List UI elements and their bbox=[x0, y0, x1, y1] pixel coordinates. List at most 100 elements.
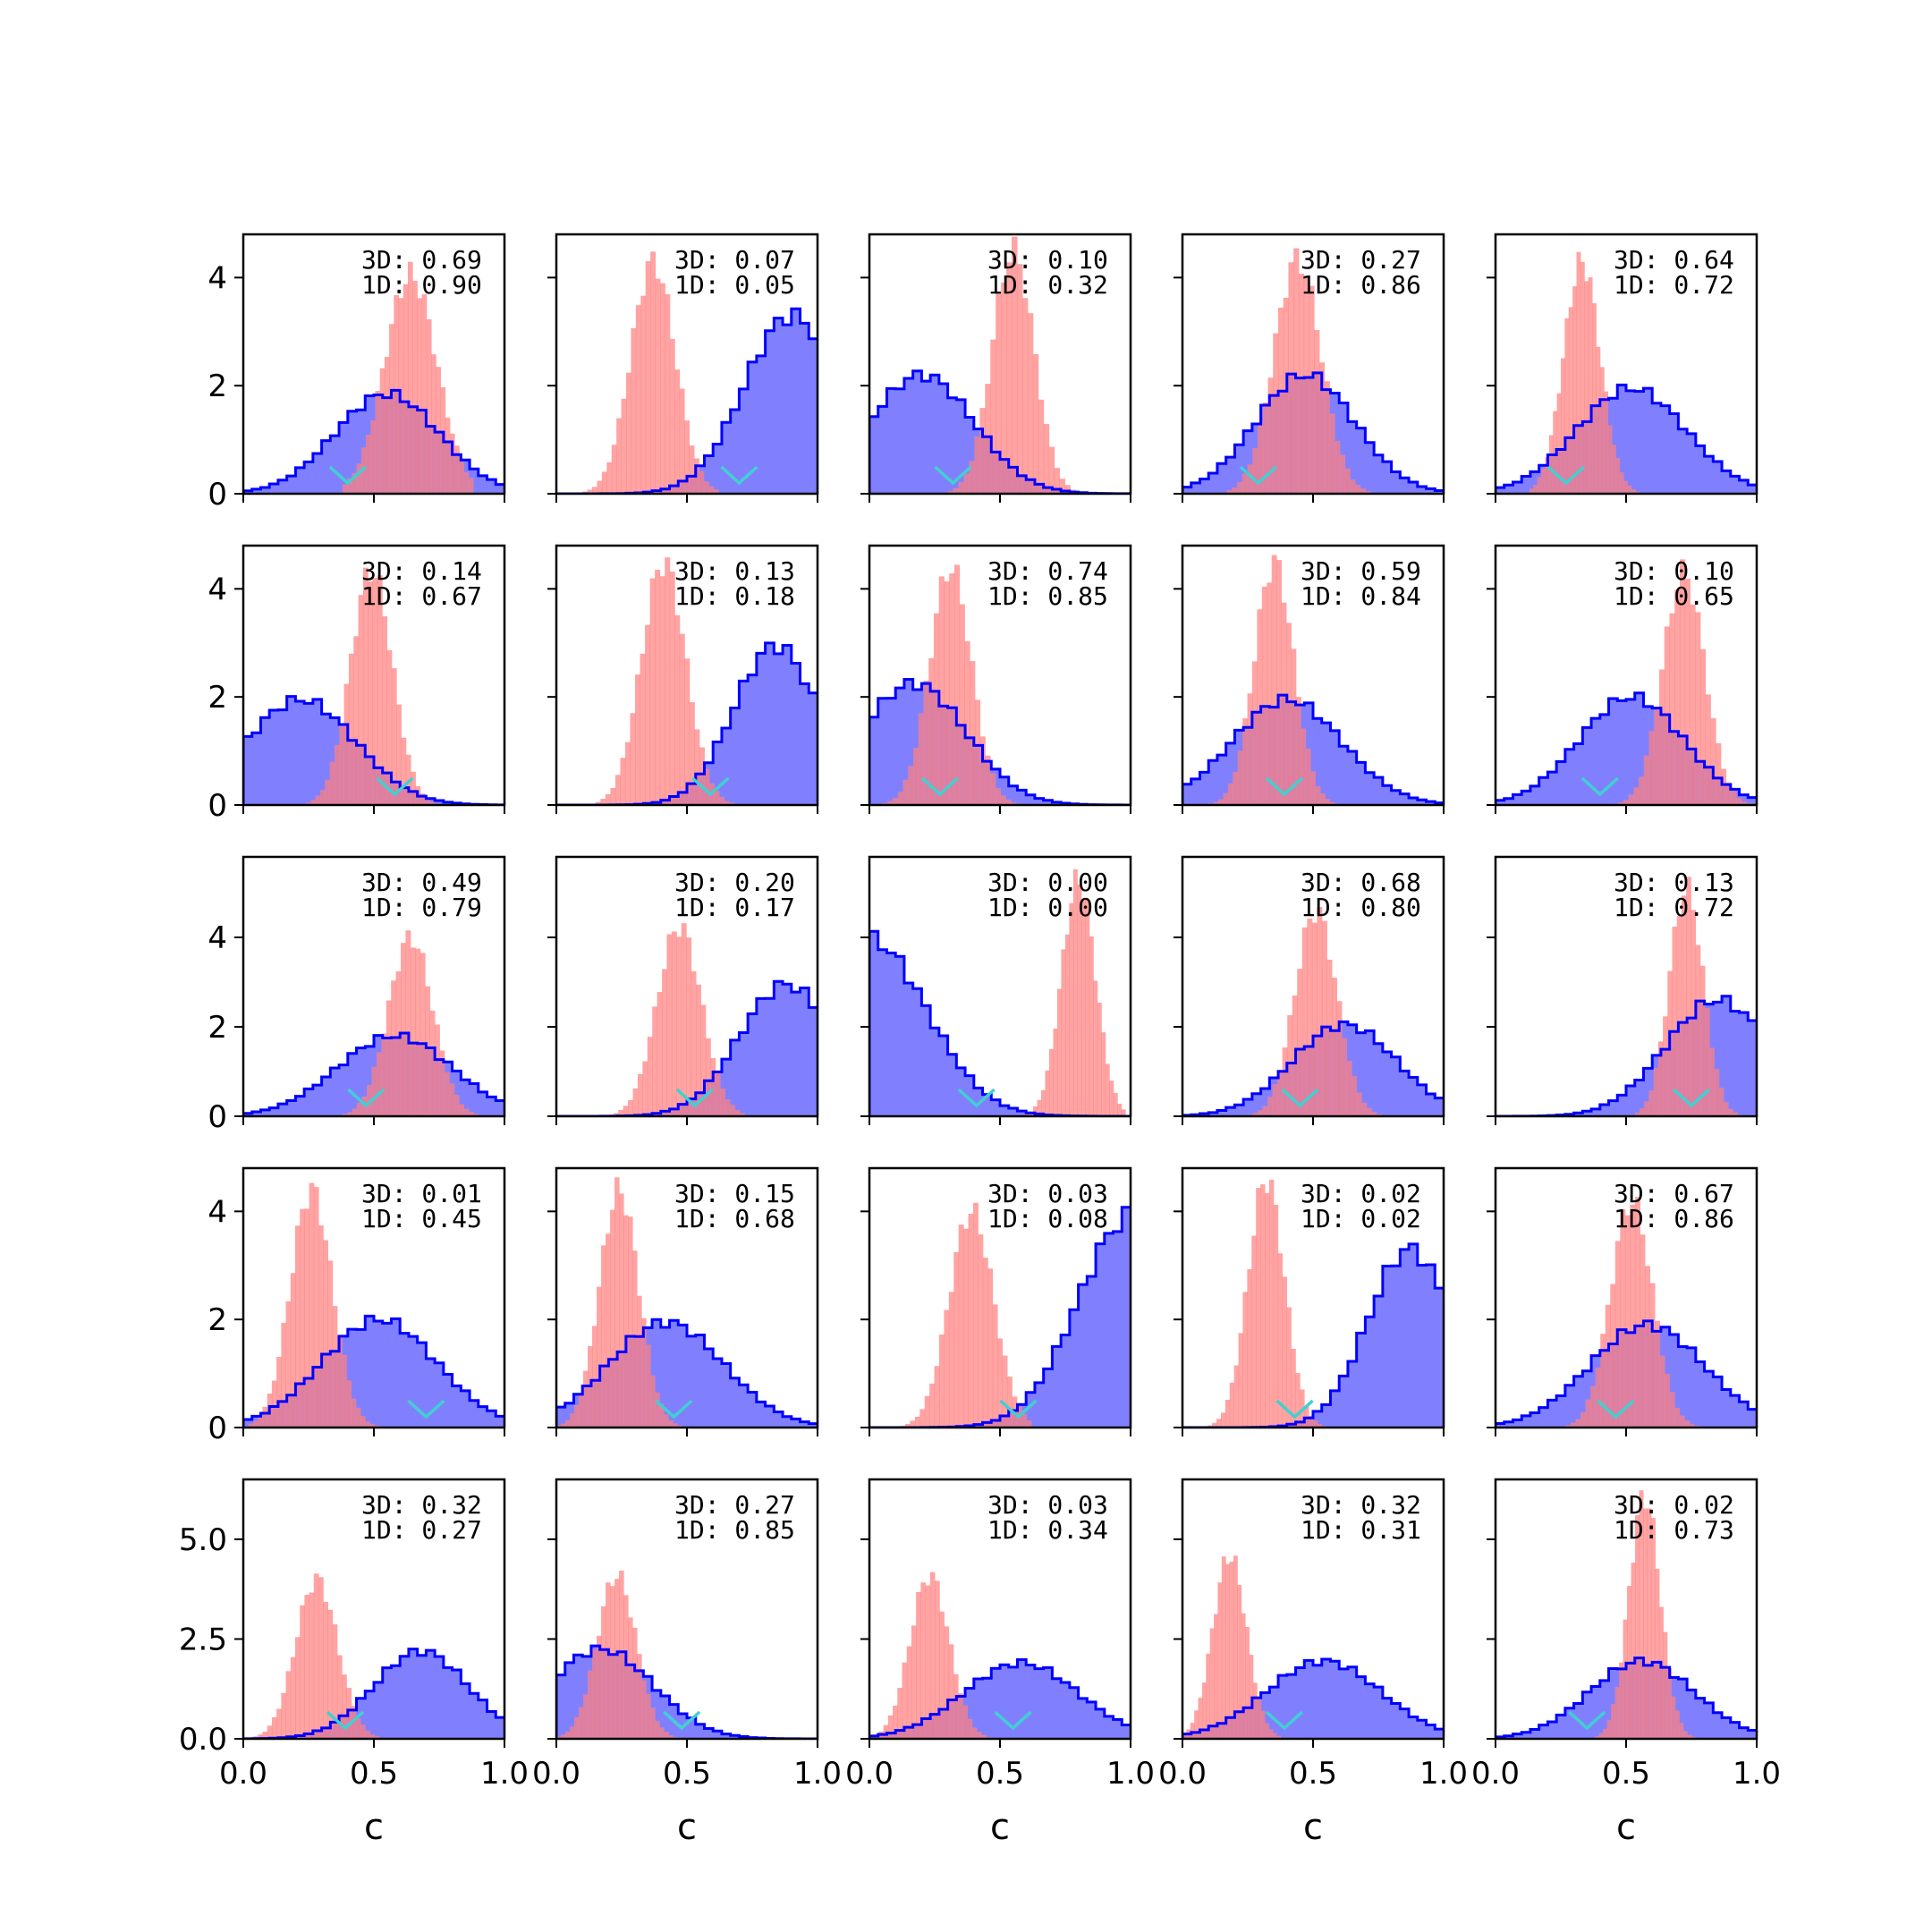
truth-marker bbox=[920, 776, 960, 797]
posterior-bar bbox=[407, 261, 413, 494]
posterior-bar bbox=[925, 1585, 931, 1739]
posterior-bar bbox=[605, 793, 611, 805]
annot-1d: 1D: 0.72 bbox=[1614, 270, 1734, 300]
posterior-bar bbox=[1331, 978, 1337, 1116]
posterior-bar bbox=[565, 1732, 571, 1739]
posterior-bar bbox=[681, 923, 687, 1116]
posterior-bar bbox=[959, 604, 965, 805]
posterior-bar bbox=[659, 1403, 665, 1428]
posterior-bar bbox=[689, 702, 695, 805]
plot-area bbox=[1182, 907, 1444, 1116]
posterior-bar bbox=[1101, 1032, 1106, 1116]
posterior-bar bbox=[375, 391, 381, 494]
posterior-bar bbox=[304, 1595, 310, 1739]
posterior-bar bbox=[1252, 661, 1258, 805]
posterior-bar bbox=[1223, 792, 1229, 805]
posterior-bar bbox=[1728, 1108, 1733, 1116]
posterior-bar bbox=[1282, 1276, 1287, 1428]
posterior-bar bbox=[1260, 1710, 1266, 1739]
posterior-bar bbox=[684, 420, 691, 494]
annot-1d: 1D: 0.67 bbox=[361, 581, 482, 611]
posterior-bar bbox=[949, 573, 955, 805]
posterior-bar bbox=[1268, 1729, 1274, 1739]
posterior-bar bbox=[920, 1582, 927, 1739]
annot-1d: 1D: 0.72 bbox=[1614, 893, 1734, 922]
prior-histogram-fill bbox=[556, 981, 818, 1116]
posterior-bar bbox=[657, 992, 663, 1116]
posterior-bar bbox=[276, 1708, 282, 1739]
posterior-bar bbox=[1093, 980, 1098, 1116]
posterior-bar bbox=[1298, 274, 1305, 494]
truth-marker bbox=[1597, 1399, 1635, 1419]
posterior-bar bbox=[1639, 1490, 1644, 1739]
posterior-bar bbox=[597, 1635, 602, 1739]
posterior-bar bbox=[1606, 1720, 1612, 1739]
annot-1d: 1D: 0.08 bbox=[987, 1204, 1108, 1233]
annot-1d: 1D: 0.84 bbox=[1301, 581, 1421, 611]
posterior-bar bbox=[1580, 261, 1585, 494]
posterior-bar bbox=[1655, 1568, 1660, 1739]
posterior-bar bbox=[415, 948, 421, 1116]
prior-histogram-outline bbox=[243, 388, 504, 494]
posterior-bar bbox=[916, 1591, 921, 1739]
posterior-bar bbox=[1225, 1563, 1231, 1739]
posterior-bar bbox=[704, 768, 710, 805]
posterior-bar bbox=[592, 487, 597, 494]
posterior-bar bbox=[1318, 362, 1326, 494]
posterior-bar bbox=[1635, 1515, 1640, 1739]
posterior-bar bbox=[1655, 1320, 1661, 1428]
posterior-bar bbox=[1233, 772, 1239, 805]
posterior-bar bbox=[944, 1626, 950, 1739]
posterior-bar bbox=[323, 1601, 328, 1739]
annot-1d: 1D: 0.68 bbox=[674, 1204, 795, 1233]
posterior-bar bbox=[1000, 795, 1006, 805]
annot-1d: 1D: 0.79 bbox=[361, 893, 482, 922]
annot-1d: 1D: 0.65 bbox=[1614, 581, 1734, 611]
posterior-bar bbox=[579, 1707, 584, 1739]
posterior-bar bbox=[386, 1000, 392, 1116]
posterior-bar bbox=[595, 801, 601, 805]
posterior-bar bbox=[1220, 1412, 1226, 1428]
posterior-bar bbox=[1548, 435, 1554, 494]
posterior-bar bbox=[570, 1413, 575, 1428]
posterior-bar bbox=[1361, 1102, 1368, 1116]
posterior-bar bbox=[1603, 1729, 1608, 1739]
posterior-bar bbox=[1006, 262, 1013, 494]
posterior-bar bbox=[911, 1625, 917, 1739]
posterior-bar bbox=[395, 971, 402, 1116]
annot-3d: 3D: 0.02 bbox=[1301, 1179, 1421, 1208]
posterior-bar bbox=[1276, 1735, 1281, 1739]
posterior-bar bbox=[1350, 479, 1356, 494]
posterior-bar bbox=[659, 576, 665, 805]
posterior-bar bbox=[679, 388, 685, 494]
posterior-bar bbox=[1043, 423, 1050, 494]
posterior-bar bbox=[619, 1570, 624, 1739]
posterior-bar bbox=[1718, 1088, 1724, 1116]
annot-1d: 1D: 0.18 bbox=[674, 581, 795, 611]
prior-histogram-fill bbox=[556, 642, 818, 805]
posterior-bar bbox=[659, 283, 665, 494]
posterior-bar bbox=[411, 771, 416, 805]
posterior-bar bbox=[588, 1670, 593, 1739]
posterior-bar bbox=[665, 557, 671, 805]
x-axis-label: c bbox=[1303, 1807, 1323, 1848]
posterior-bar bbox=[893, 1705, 898, 1739]
posterior-bar bbox=[655, 1720, 660, 1739]
posterior-bar bbox=[1190, 1723, 1195, 1739]
plot-area bbox=[1496, 251, 1757, 494]
annot-1d: 1D: 0.02 bbox=[1301, 1204, 1421, 1233]
posterior-bar bbox=[1277, 307, 1284, 494]
posterior-bar bbox=[1695, 612, 1701, 805]
posterior-bar bbox=[1291, 648, 1297, 805]
posterior-bar bbox=[1600, 1334, 1606, 1428]
posterior-bar bbox=[401, 737, 407, 805]
posterior-bar bbox=[391, 980, 397, 1116]
posterior-bar bbox=[1242, 718, 1249, 805]
posterior-bar bbox=[1256, 1188, 1261, 1428]
posterior-bar bbox=[1218, 799, 1224, 805]
posterior-bar bbox=[1267, 582, 1273, 805]
posterior-bar bbox=[1355, 485, 1361, 494]
